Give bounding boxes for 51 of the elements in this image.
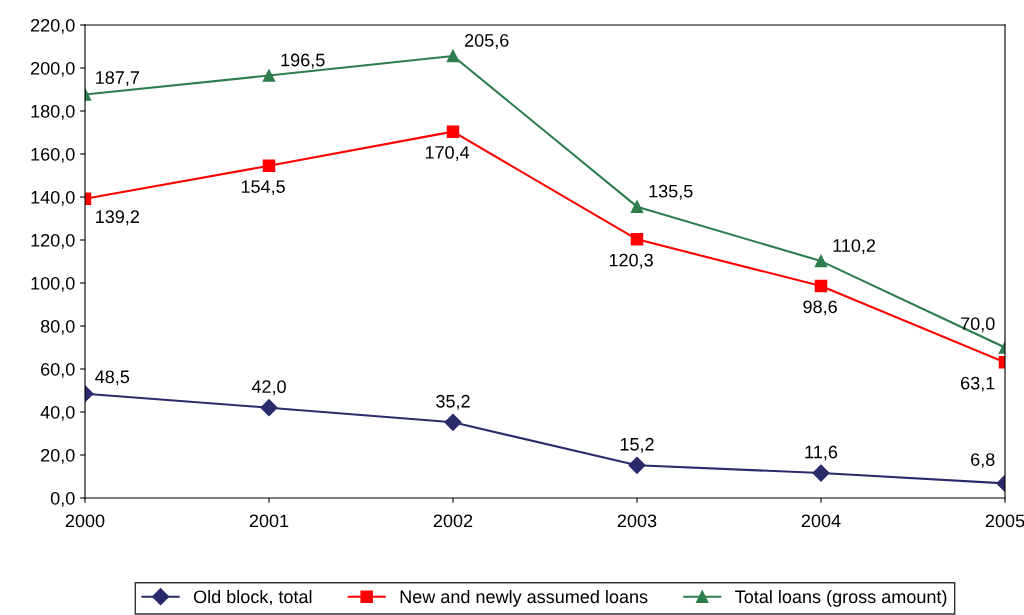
data-label: 110,2	[833, 239, 876, 255]
point	[446, 49, 460, 63]
y-tick-label: 100,0	[31, 276, 75, 292]
data-label: 63,1	[961, 376, 995, 392]
data-label: 98,6	[803, 300, 837, 316]
data-label: 48,5	[95, 370, 130, 386]
point	[262, 159, 276, 173]
x-tick-label: 2004	[801, 514, 841, 528]
y-tick-label: 180,0	[31, 104, 75, 120]
y-tick-label: 160,0	[31, 147, 75, 163]
x-tick-label: 2001	[249, 514, 289, 528]
y-tick-label: 40,0	[40, 405, 75, 421]
data-label: 120,3	[609, 253, 653, 269]
y-tick-label: 20,0	[41, 448, 75, 464]
y-tick-label: 60,0	[41, 362, 75, 378]
point	[628, 456, 646, 474]
data-label: 170,4	[425, 146, 470, 161]
legend-label: Total loans (gross amount)	[735, 589, 947, 607]
x-tick-label: 2002	[433, 514, 473, 528]
data-label: 6,8	[971, 453, 995, 469]
data-label: 154,5	[241, 180, 285, 196]
point	[630, 233, 644, 246]
y-tick-label: 80,0	[40, 319, 75, 335]
point	[260, 399, 278, 417]
data-label: 70,0	[961, 317, 995, 333]
data-label: 35,2	[436, 394, 470, 410]
data-label: 187,7	[96, 71, 139, 87]
y-tick-label: 120,0	[31, 233, 75, 249]
y-tick-label: 0,0	[50, 491, 75, 507]
data-label: 11,6	[805, 445, 838, 461]
data-label: 15,2	[620, 437, 654, 453]
legend-label: Old block, total	[193, 589, 312, 606]
data-label: 42,0	[251, 380, 286, 396]
x-tick-label: 2005	[985, 514, 1024, 528]
point	[446, 125, 460, 138]
x-tick-label: 2003	[617, 514, 657, 528]
point	[814, 279, 828, 293]
x-tick-label: 2000	[65, 514, 105, 528]
legend-label: New and newly assumed loans	[400, 589, 648, 607]
data-label: 196,5	[281, 53, 325, 69]
y-tick-label: 200,0	[31, 61, 75, 77]
point	[444, 413, 462, 431]
y-tick-label: 140,0	[31, 190, 75, 206]
point	[812, 464, 830, 482]
data-label: 205,6	[465, 34, 509, 49]
point	[262, 69, 276, 82]
point	[814, 254, 828, 268]
data-label: 135,5	[649, 184, 693, 200]
data-label: 139,2	[96, 210, 139, 226]
y-tick-label: 220,0	[31, 18, 75, 34]
point	[630, 200, 644, 213]
